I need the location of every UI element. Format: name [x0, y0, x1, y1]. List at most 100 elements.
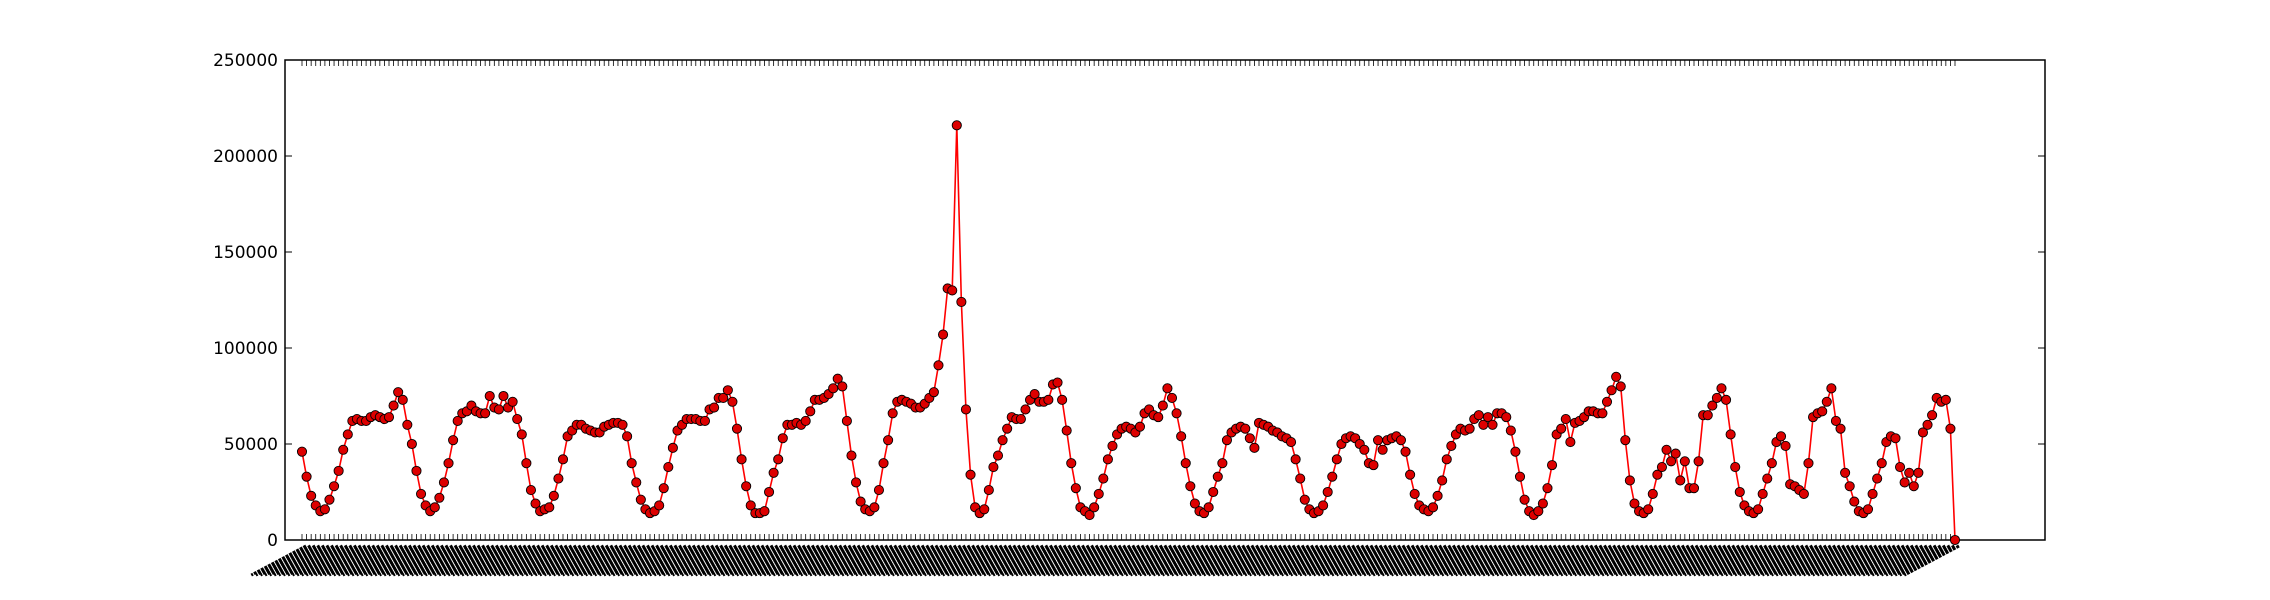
x-tick-label-mark — [1189, 544, 1246, 577]
x-tick-label-mark — [1862, 544, 1919, 577]
x-tick-label-mark — [1825, 544, 1882, 577]
x-tick-label-mark — [1477, 544, 1534, 577]
x-tick-label-mark — [1221, 544, 1278, 577]
data-point — [1817, 406, 1828, 417]
x-tick-labels — [250, 544, 1960, 577]
x-tick-label-mark — [639, 544, 696, 577]
x-tick-label-mark — [1637, 544, 1695, 577]
data-point — [851, 477, 862, 488]
x-tick-label-mark — [891, 544, 948, 577]
x-tick-label-mark — [735, 544, 793, 577]
x-tick-label-mark — [346, 544, 403, 577]
data-point — [1437, 475, 1448, 486]
x-tick-label-mark — [1665, 544, 1722, 577]
x-tick-label-mark — [1180, 544, 1237, 577]
x-tick-label-mark — [882, 544, 939, 577]
x-tick-label-mark — [896, 544, 953, 577]
data-point — [718, 392, 729, 403]
x-tick-label-mark — [1798, 544, 1855, 577]
x-tick-label-mark — [410, 544, 467, 577]
x-tick-label-mark — [1097, 544, 1154, 577]
data-point — [415, 488, 427, 499]
x-tick-label-mark — [1450, 544, 1507, 577]
data-point — [338, 444, 349, 455]
x-tick-label-mark — [429, 544, 486, 577]
x-tick-label-mark — [250, 544, 307, 577]
data-point — [383, 412, 395, 423]
x-tick-label-mark — [305, 544, 362, 577]
x-tick-label-mark — [680, 544, 738, 577]
x-tick-label-mark — [1120, 544, 1177, 577]
data-point — [1002, 423, 1013, 434]
data-point — [1427, 502, 1439, 513]
x-tick-label-mark — [561, 544, 619, 577]
x-tick-label-mark — [864, 544, 921, 577]
x-tick-label-mark — [1106, 544, 1163, 577]
data-point — [635, 494, 646, 505]
x-tick-label-mark — [1738, 544, 1795, 577]
data-point — [1501, 412, 1512, 423]
x-tick-label-mark — [365, 544, 422, 577]
x-tick-label-mark — [1390, 544, 1447, 577]
data-point — [1217, 458, 1228, 469]
x-tick-label-mark — [1839, 544, 1896, 577]
data-point — [887, 408, 898, 419]
x-tick-label-mark — [1061, 544, 1118, 577]
data-point — [992, 450, 1004, 461]
data-point — [960, 404, 972, 415]
data-point — [1134, 421, 1145, 432]
data-point — [1945, 423, 1956, 434]
data-point — [1020, 404, 1031, 415]
x-tick-label-mark — [571, 544, 628, 577]
x-tick-label-mark — [1363, 544, 1420, 577]
data-point — [631, 477, 642, 488]
x-tick-label-mark — [1692, 544, 1750, 577]
x-tick-label-mark — [1042, 544, 1099, 577]
x-tick-label-mark — [534, 544, 591, 577]
series-group — [296, 120, 1961, 546]
data-point — [319, 504, 330, 515]
x-tick-label-mark — [996, 544, 1054, 577]
data-point — [1290, 454, 1301, 465]
x-tick-label-mark — [868, 544, 925, 577]
x-tick-label-mark — [1102, 544, 1159, 577]
x-tick-label-mark — [1308, 544, 1365, 577]
x-tick-label-mark — [1564, 544, 1621, 577]
data-point — [983, 485, 994, 496]
x-tick-label-mark — [1372, 544, 1429, 577]
x-tick-label-mark — [406, 544, 463, 577]
y-tick-label: 200000 — [213, 147, 278, 167]
x-tick-label-mark — [1770, 544, 1827, 577]
plot-area — [284, 59, 2046, 541]
x-tick-label-mark — [1541, 544, 1598, 577]
data-point — [498, 390, 509, 402]
x-tick-label-mark — [525, 544, 582, 577]
data-point — [1679, 456, 1690, 467]
data-point — [1666, 456, 1677, 467]
data-point — [1221, 435, 1232, 446]
x-tick-label-mark — [1830, 544, 1887, 577]
data-point — [800, 415, 811, 427]
data-point — [1620, 435, 1631, 446]
x-tick-label-mark — [1404, 544, 1461, 577]
data-point — [1157, 400, 1168, 411]
data-point — [1876, 458, 1887, 469]
x-tick-label-mark — [1253, 544, 1310, 577]
y-tick-label: 150000 — [213, 243, 278, 263]
x-tick-label-mark — [992, 544, 1049, 577]
x-tick-label-mark — [827, 544, 884, 577]
data-point — [512, 413, 523, 425]
data-point — [1322, 486, 1333, 498]
x-tick-label-mark — [1601, 544, 1658, 577]
data-point — [525, 485, 537, 496]
data-point — [947, 285, 958, 296]
x-tick-label-mark — [1596, 544, 1653, 577]
x-tick-label-mark — [1674, 544, 1731, 577]
x-tick-label-mark — [1409, 544, 1466, 577]
data-point — [1798, 488, 1809, 499]
x-tick-label-mark — [300, 544, 358, 577]
data-point — [869, 502, 880, 513]
x-tick-label-mark — [268, 544, 326, 577]
data-point — [1373, 435, 1384, 446]
data-point — [1212, 471, 1223, 482]
